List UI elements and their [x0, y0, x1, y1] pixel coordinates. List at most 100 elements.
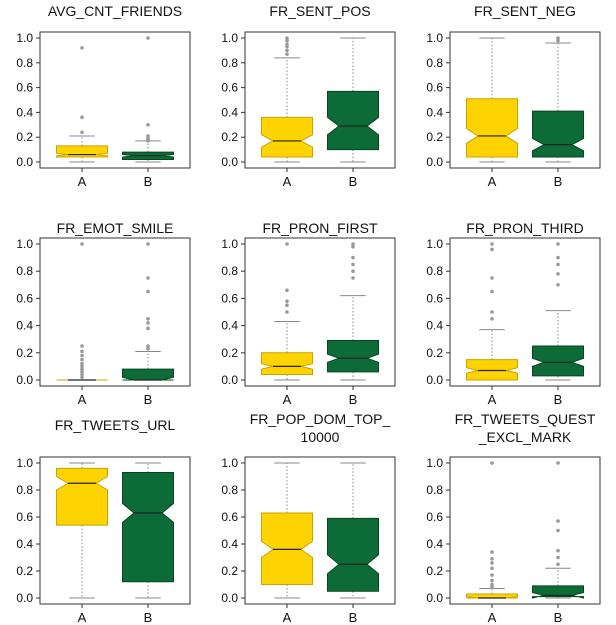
y-tick-label: 0.6 — [221, 291, 238, 305]
chart-title: AVG_CNT_FRIENDS — [48, 3, 182, 19]
outlier-point — [80, 115, 84, 120]
box-B — [327, 340, 379, 373]
outlier-point — [285, 48, 289, 53]
x-tick-label: A — [78, 392, 87, 407]
y-tick-label: 0.6 — [426, 81, 443, 95]
y-tick-label: 0.4 — [16, 319, 33, 333]
box-B — [327, 90, 379, 151]
x-tick-label: A — [488, 174, 497, 189]
outlier-point — [146, 276, 150, 280]
y-tick-label: 0.6 — [426, 291, 443, 305]
x-tick-label: A — [488, 392, 497, 407]
plot-frame — [449, 237, 601, 387]
outlier-point — [80, 357, 84, 362]
chart-title: FR_TWEETS_QUEST — [455, 411, 596, 427]
y-tick-label: 0.8 — [221, 56, 238, 70]
box-A — [466, 593, 518, 599]
outlier-point — [285, 44, 289, 49]
y-tick-label: 0.4 — [426, 537, 443, 551]
chart-title: FR_PRON_THIRD — [466, 220, 583, 236]
outlier-point — [556, 242, 560, 246]
y-tick-label: 0.8 — [221, 483, 238, 497]
chart-title: FR_SENT_NEG — [474, 3, 576, 19]
y-tick-label: 1.0 — [221, 237, 238, 251]
y-tick-label: 0.4 — [426, 105, 443, 119]
outlier-point — [490, 557, 494, 561]
outlier-point — [285, 52, 289, 56]
outlier-point — [490, 582, 494, 587]
outlier-point — [490, 550, 494, 554]
box-A — [56, 467, 108, 526]
outlier-point — [285, 42, 289, 46]
y-tick-label: 0.6 — [221, 510, 238, 524]
chart-title: 10000 — [301, 429, 340, 445]
outlier-point — [351, 262, 355, 267]
y-tick-label: 0.2 — [426, 564, 443, 578]
y-tick-label: 0.2 — [221, 130, 238, 144]
outlier-point — [490, 276, 494, 280]
box-A — [261, 352, 313, 376]
outlier-point — [351, 244, 355, 249]
box-A — [261, 512, 313, 585]
y-tick-label: 0.2 — [221, 564, 238, 578]
y-tick-label: 0.8 — [16, 56, 33, 70]
outlier-point — [285, 288, 289, 293]
y-tick-label: 0.2 — [16, 346, 33, 360]
outlier-point — [490, 289, 494, 294]
y-tick-label: 0.4 — [16, 537, 33, 551]
y-tick-label: 0.6 — [221, 81, 238, 95]
y-tick-label: 1.0 — [426, 237, 443, 251]
plot-frame — [39, 456, 191, 605]
x-tick-label: B — [349, 610, 358, 625]
y-tick-label: 0.8 — [221, 264, 238, 278]
y-tick-label: 0.4 — [16, 105, 33, 119]
plot-frame — [244, 237, 396, 387]
outlier-point — [490, 585, 494, 589]
x-tick-label: B — [349, 392, 358, 407]
y-tick-label: 0.8 — [426, 264, 443, 278]
y-tick-label: 1.0 — [221, 31, 238, 45]
chart-panel-6: FR_PRON_THIRD 0.0 0.2 0.4 0.6 0.8 1.0 A B — [426, 220, 601, 407]
chart-panel-9: FR_TWEETS_QUEST _EXCL_MARK 0.0 0.2 0.4 0.6 0.8… — [426, 411, 601, 625]
outlier-point — [285, 299, 289, 303]
outlier-point — [80, 361, 84, 366]
x-tick-label: B — [144, 174, 153, 189]
outlier-point — [556, 519, 560, 523]
y-tick-label: 0.8 — [16, 264, 33, 278]
y-tick-label: 0.0 — [221, 591, 238, 605]
outlier-point — [285, 303, 289, 308]
y-tick-label: 0.0 — [16, 155, 33, 169]
box-B — [532, 585, 584, 599]
outlier-point — [80, 242, 84, 246]
chart-panel-3: FR_SENT_NEG 0.0 0.2 0.4 0.6 0.8 1.0 A B — [426, 3, 601, 189]
outlier-point — [556, 283, 560, 287]
outlier-point — [146, 242, 150, 246]
y-tick-label: 0.6 — [16, 510, 33, 524]
y-tick-label: 0.0 — [16, 373, 33, 387]
x-tick-label: A — [78, 174, 87, 189]
outlier-point — [556, 255, 560, 260]
chart-title: FR_PRON_FIRST — [262, 220, 378, 236]
outlier-point — [146, 36, 150, 40]
outlier-point — [285, 242, 289, 246]
y-tick-label: 0.2 — [16, 130, 33, 144]
y-tick-label: 0.0 — [426, 591, 443, 605]
plot-frame — [449, 31, 601, 169]
outlier-point — [490, 566, 494, 571]
outlier-point — [490, 247, 494, 252]
box-B — [122, 471, 174, 583]
plot-frame — [39, 237, 191, 387]
x-tick-label: B — [554, 610, 563, 625]
y-tick-label: 0.4 — [426, 319, 443, 333]
y-tick-label: 0.0 — [426, 373, 443, 387]
chart-panel-7: FR_TWEETS_URL 0.0 0.2 0.4 0.6 0.8 1.0 A B — [16, 417, 191, 625]
outlier-point — [556, 272, 560, 276]
y-tick-label: 0.2 — [16, 564, 33, 578]
y-tick-label: 0.4 — [221, 105, 238, 119]
chart-title: _EXCL_MARK — [478, 429, 572, 445]
y-tick-label: 0.2 — [426, 346, 443, 360]
y-tick-label: 1.0 — [16, 237, 33, 251]
y-tick-label: 0.8 — [16, 483, 33, 497]
outlier-point — [285, 38, 289, 43]
x-tick-label: B — [554, 392, 563, 407]
